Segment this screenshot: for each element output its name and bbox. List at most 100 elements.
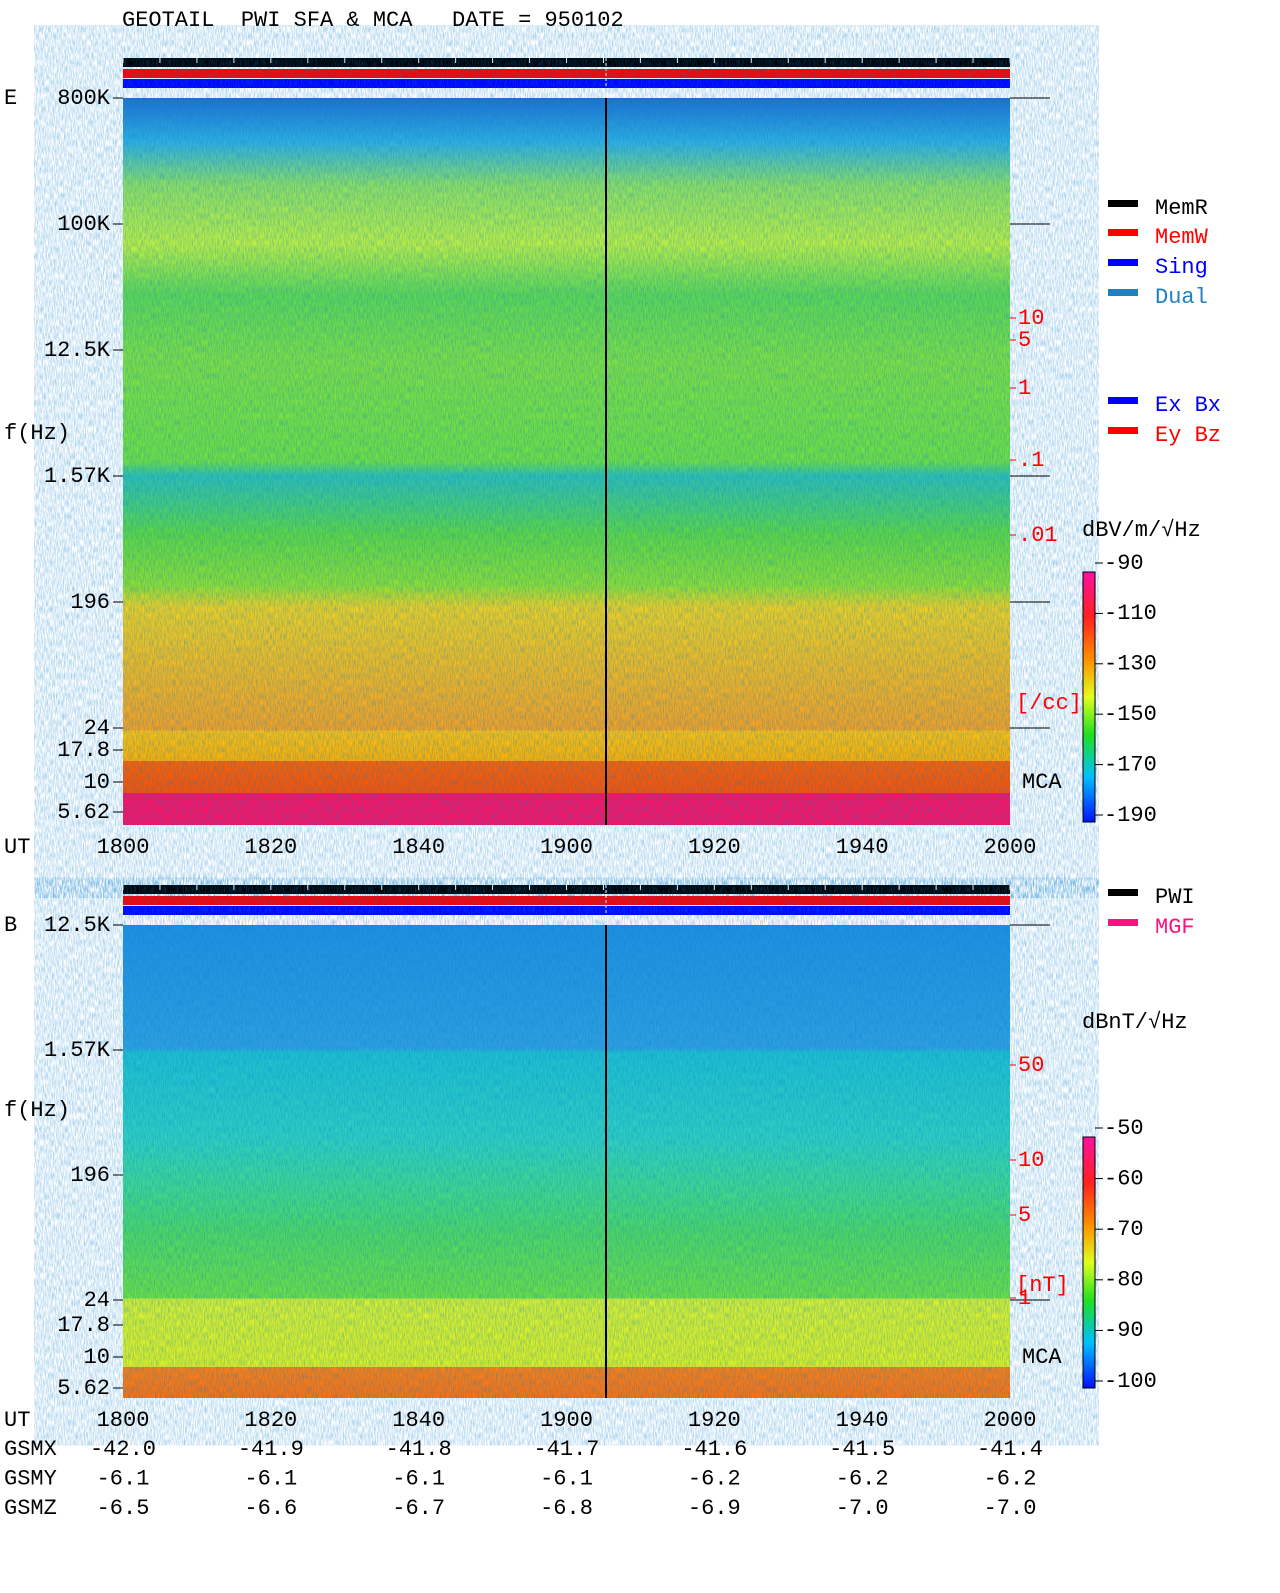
- density-unit: [nT]: [1016, 1273, 1069, 1298]
- orbit-value: -6.1: [97, 1466, 150, 1491]
- density-tick-label: 5: [1018, 328, 1031, 353]
- legend-label: Ex Bx: [1155, 393, 1221, 418]
- legend-label: Sing: [1155, 255, 1208, 280]
- legend-swatch: [1108, 427, 1138, 434]
- orbit-value: -41.4: [977, 1437, 1043, 1462]
- orbit-value: -6.8: [540, 1496, 593, 1521]
- legend-swatch: [1108, 397, 1138, 404]
- colorbar-tick-label: -90: [1104, 1318, 1144, 1343]
- density-unit: [/cc]: [1016, 691, 1082, 716]
- legend-label: MemW: [1155, 225, 1209, 250]
- title: GEOTAIL PWI SFA & MCA DATE = 950102: [122, 8, 624, 33]
- orbit-value: -6.1: [540, 1466, 593, 1491]
- x-tick-label: 1940: [836, 835, 889, 860]
- x-tick-label: 1900: [540, 1408, 593, 1433]
- orbit-value: -6.2: [836, 1466, 889, 1491]
- x-tick-label: 1800: [97, 835, 150, 860]
- y-tick-label: 5.62: [57, 1376, 110, 1401]
- y-tick-label: 800K: [57, 86, 111, 111]
- density-tick-label: 50: [1018, 1053, 1044, 1078]
- legend-swatch: [1108, 229, 1138, 236]
- colorbar-tick-label: -170: [1104, 752, 1157, 777]
- colorbar-tick-label: -110: [1104, 601, 1157, 626]
- orbit-value: -7.0: [836, 1496, 889, 1521]
- y-tick-label: 196: [70, 1163, 110, 1188]
- mode-bar: [123, 906, 1010, 915]
- colorbar-tick-label: -80: [1104, 1268, 1144, 1293]
- legend-swatch: [1108, 200, 1138, 207]
- colorbar-tick-label: -190: [1104, 803, 1157, 828]
- x-tick-label: 1920: [688, 1408, 741, 1433]
- band-label: MCA: [1022, 770, 1062, 795]
- orbit-value: -6.5: [97, 1496, 150, 1521]
- density-tick-label: .1: [1018, 448, 1044, 473]
- legend-swatch: [1108, 289, 1138, 296]
- x-tick-label: 1820: [244, 835, 297, 860]
- legend-label: MGF: [1155, 915, 1195, 940]
- density-tick-label: 10: [1018, 306, 1044, 331]
- x-tick-label: 1820: [244, 1408, 297, 1433]
- legend-swatch: [1108, 259, 1138, 266]
- legend-label: MemR: [1155, 196, 1208, 221]
- spectrogram-texture: [123, 98, 1010, 825]
- y-tick-label: 5.62: [57, 800, 110, 825]
- y-tick-label: 17.8: [57, 1313, 110, 1338]
- x-tick-label: 2000: [984, 835, 1037, 860]
- colorbar: [1082, 571, 1096, 823]
- legend-label: PWI: [1155, 885, 1195, 910]
- x-tick-label: 2000: [984, 1408, 1037, 1433]
- orbit-label: GSMZ: [4, 1496, 57, 1521]
- colorbar-title: dBnT/√Hz: [1082, 1010, 1188, 1035]
- spectrogram-texture: [123, 925, 1010, 1398]
- panel-label: B: [4, 913, 17, 938]
- x-tick-label: 1840: [392, 835, 445, 860]
- y-tick-label: 10: [84, 770, 110, 795]
- density-tick-label: .01: [1018, 523, 1058, 548]
- density-tick-label: 1: [1018, 376, 1031, 401]
- mode-bar: [123, 79, 1010, 88]
- colorbar-tick-label: -90: [1104, 551, 1144, 576]
- x-tick-label: 1900: [540, 835, 593, 860]
- orbit-value: -6.2: [984, 1466, 1037, 1491]
- band-label: MCA: [1022, 1345, 1062, 1370]
- colorbar-tick-label: -50: [1104, 1116, 1144, 1141]
- orbit-value: -41.5: [829, 1437, 895, 1462]
- y-tick-label: 24: [84, 1288, 110, 1313]
- y-tick-label: 24: [84, 716, 110, 741]
- colorbar-tick-label: -70: [1104, 1217, 1144, 1242]
- x-tick-label: 1800: [97, 1408, 150, 1433]
- colorbar-title: dBV/m/√Hz: [1082, 518, 1201, 543]
- y-axis-label: f(Hz): [4, 421, 70, 446]
- colorbar-tick-label: -150: [1104, 702, 1157, 727]
- orbit-value: -6.2: [688, 1466, 741, 1491]
- legend-label: Dual: [1155, 285, 1208, 310]
- legend-label: Ey Bz: [1155, 423, 1221, 448]
- orbit-value: -42.0: [90, 1437, 156, 1462]
- y-tick-label: 10: [84, 1345, 110, 1370]
- x-axis-label: UT: [4, 835, 30, 860]
- y-axis-label: f(Hz): [4, 1098, 70, 1123]
- colorbar: [1082, 1136, 1096, 1389]
- x-tick-label: 1840: [392, 1408, 445, 1433]
- orbit-value: -7.0: [984, 1496, 1037, 1521]
- orbit-value: -6.1: [244, 1466, 297, 1491]
- orbit-value: -6.9: [688, 1496, 741, 1521]
- orbit-value: -6.1: [392, 1466, 445, 1491]
- y-tick-label: 196: [70, 590, 110, 615]
- y-tick-label: 100K: [57, 212, 111, 237]
- y-tick-label: 1.57K: [44, 464, 111, 489]
- x-tick-label: 1940: [836, 1408, 889, 1433]
- colorbar-tick-label: -60: [1104, 1166, 1144, 1191]
- orbit-value: -6.7: [392, 1496, 445, 1521]
- mode-bar: [123, 896, 1010, 905]
- orbit-value: -41.9: [238, 1437, 304, 1462]
- y-tick-label: 17.8: [57, 738, 110, 763]
- orbit-label: GSMY: [4, 1466, 57, 1491]
- orbit-value: -41.6: [681, 1437, 747, 1462]
- orbit-label: GSMX: [4, 1437, 57, 1462]
- x-tick-label: 1920: [688, 835, 741, 860]
- mode-bar: [123, 69, 1010, 78]
